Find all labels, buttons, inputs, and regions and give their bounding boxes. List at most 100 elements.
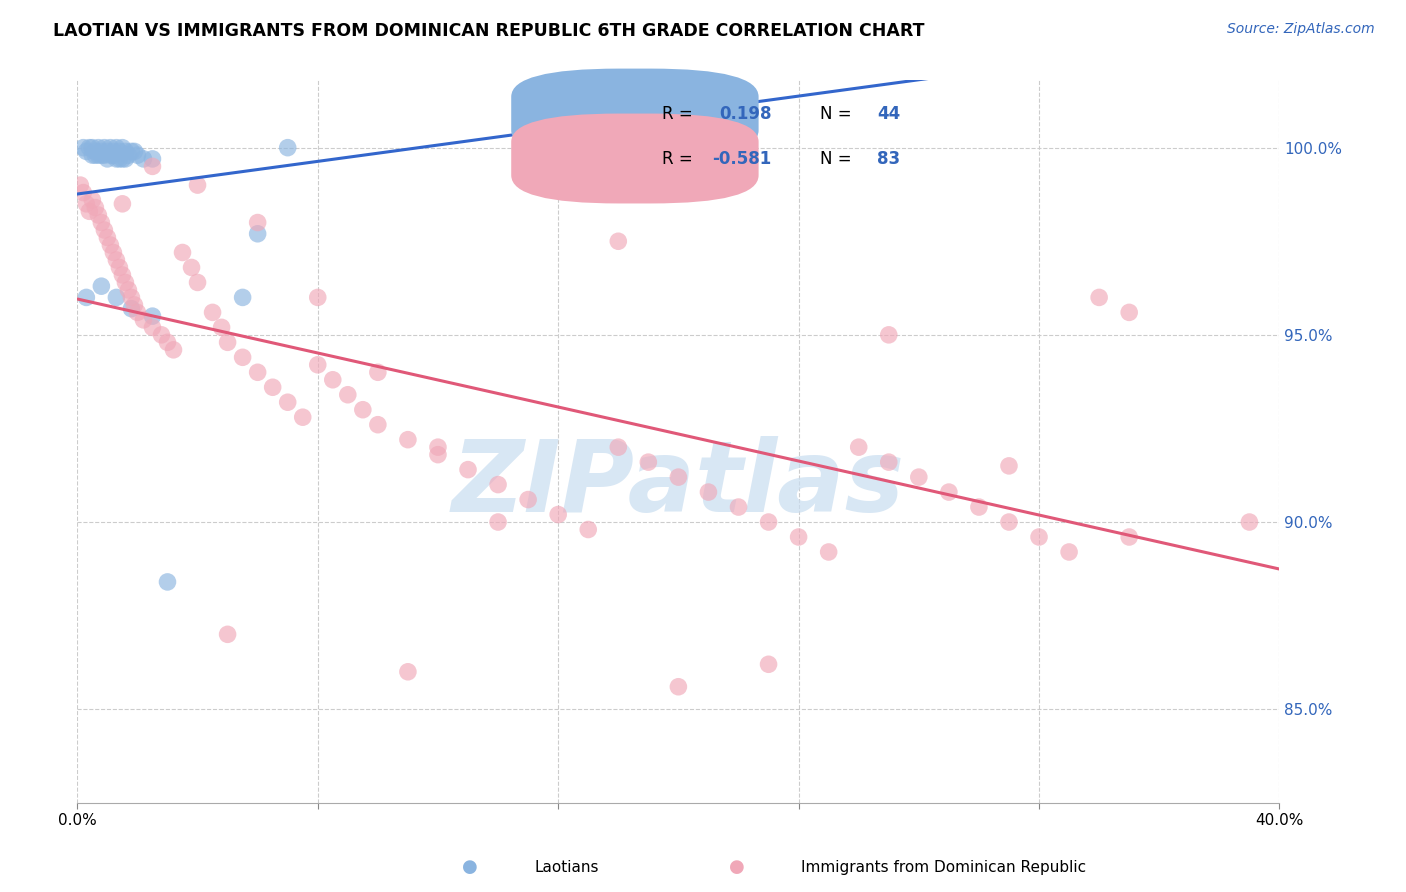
Point: [93, 141, 115, 155]
Text: N =: N =: [820, 150, 856, 168]
Point: [82, 193, 104, 207]
Point: [105, 252, 128, 267]
Point: [1028, 530, 1050, 544]
Point: [75, 290, 97, 304]
Point: [232, 351, 254, 365]
Point: [967, 500, 990, 514]
Point: [1118, 530, 1140, 544]
Point: [908, 470, 931, 484]
Point: [90, 215, 112, 229]
Text: LAOTIAN VS IMMIGRANTS FROM DOMINICAN REPUBLIC 6TH GRADE CORRELATION CHART: LAOTIAN VS IMMIGRANTS FROM DOMINICAN REP…: [53, 22, 925, 40]
Point: [72, 141, 94, 155]
Point: [90, 145, 112, 159]
Point: [82, 148, 104, 162]
Point: [336, 388, 359, 402]
Point: [84, 201, 107, 215]
Text: ZIPatlas: ZIPatlas: [451, 436, 905, 533]
Point: [156, 574, 179, 589]
Point: [607, 234, 630, 248]
Point: [727, 141, 749, 155]
Point: [322, 373, 344, 387]
Point: [127, 148, 149, 162]
Text: ●: ●: [730, 858, 745, 876]
Point: [141, 320, 163, 334]
Point: [87, 208, 110, 222]
Point: [87, 141, 110, 155]
Point: [141, 152, 163, 166]
Point: [132, 313, 155, 327]
Text: Laotians: Laotians: [534, 860, 599, 874]
Point: [100, 148, 122, 162]
Point: [1118, 305, 1140, 319]
Point: [998, 515, 1021, 529]
Point: [998, 458, 1021, 473]
Text: R =: R =: [662, 104, 697, 122]
Point: [114, 276, 136, 290]
Point: [787, 530, 810, 544]
FancyBboxPatch shape: [512, 69, 759, 159]
Point: [96, 230, 118, 244]
Point: [367, 417, 389, 432]
Point: [727, 500, 749, 514]
Text: ●: ●: [463, 858, 478, 876]
Point: [758, 515, 780, 529]
Point: [103, 148, 125, 162]
Point: [120, 290, 142, 304]
Point: [79, 204, 101, 219]
Point: [517, 492, 540, 507]
Point: [141, 309, 163, 323]
Point: [576, 523, 599, 537]
Point: [105, 152, 128, 166]
Point: [848, 440, 870, 454]
Point: [124, 298, 146, 312]
Point: [105, 290, 128, 304]
Point: [1239, 515, 1261, 529]
Text: Immigrants from Dominican Republic: Immigrants from Dominican Republic: [801, 860, 1087, 874]
Point: [877, 327, 900, 342]
Point: [96, 152, 118, 166]
Point: [103, 145, 125, 159]
Point: [186, 178, 209, 193]
Point: [547, 508, 569, 522]
Point: [90, 148, 112, 162]
Point: [111, 141, 134, 155]
Point: [105, 141, 128, 155]
Point: [217, 335, 239, 350]
Point: [307, 290, 329, 304]
Point: [114, 145, 136, 159]
Point: [668, 470, 690, 484]
Point: [132, 152, 155, 166]
Point: [758, 657, 780, 672]
Point: [180, 260, 202, 275]
Point: [141, 160, 163, 174]
Point: [668, 680, 690, 694]
FancyBboxPatch shape: [512, 113, 759, 203]
Point: [246, 227, 269, 241]
Point: [120, 301, 142, 316]
Point: [82, 141, 104, 155]
Point: [108, 145, 131, 159]
Point: [697, 485, 720, 500]
Point: [201, 305, 224, 319]
Point: [457, 462, 479, 476]
Text: Source: ZipAtlas.com: Source: ZipAtlas.com: [1227, 22, 1375, 37]
Point: [396, 433, 419, 447]
Point: [93, 223, 115, 237]
Point: [217, 627, 239, 641]
Point: [93, 148, 115, 162]
Point: [817, 545, 839, 559]
Point: [87, 148, 110, 162]
Point: [96, 145, 118, 159]
Point: [117, 148, 139, 162]
Point: [607, 440, 630, 454]
Point: [262, 380, 284, 394]
Text: R =: R =: [662, 150, 697, 168]
Point: [75, 145, 97, 159]
Point: [72, 186, 94, 200]
Point: [111, 268, 134, 282]
Point: [100, 141, 122, 155]
Point: [291, 410, 314, 425]
Point: [637, 455, 659, 469]
Point: [108, 260, 131, 275]
Point: [120, 145, 142, 159]
